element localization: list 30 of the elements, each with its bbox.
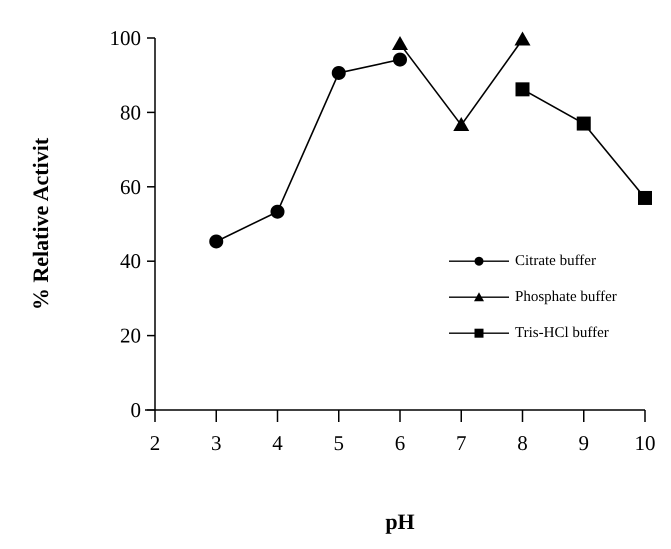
- x-tick-label: 7: [456, 431, 466, 455]
- y-tick-label: 60: [120, 174, 141, 199]
- legend-label: Phosphate buffer: [515, 289, 617, 306]
- y-tick-label: 40: [120, 249, 141, 274]
- point: [516, 82, 530, 96]
- point: [453, 117, 470, 132]
- point: [392, 36, 408, 50]
- x-tick-label: 4: [272, 431, 284, 455]
- x-tick-label: 3: [211, 431, 222, 455]
- point: [393, 52, 407, 67]
- legend-label: Tris-HCl buffer: [515, 325, 609, 342]
- y-tick-label: 100: [110, 26, 141, 50]
- x-axis-title: pH: [385, 509, 415, 534]
- x-tick-label: 5: [334, 431, 344, 455]
- x-tick-label: 9: [578, 431, 589, 455]
- point: [638, 190, 652, 205]
- point: [209, 234, 224, 248]
- y-tick-label: 80: [120, 100, 141, 124]
- point: [514, 31, 530, 46]
- y-axis-title: % Relative Activit: [28, 137, 53, 310]
- point: [332, 66, 346, 80]
- x-tick-label: 6: [394, 431, 406, 455]
- y-tick-label: 0: [130, 398, 141, 422]
- x-tick-label: 2: [150, 431, 160, 455]
- x-tick-label: 8: [517, 431, 528, 455]
- legend-label: Citrate buffer: [515, 253, 596, 270]
- point: [270, 204, 284, 219]
- x-tick-label: 10: [634, 431, 656, 455]
- y-tick-label: 20: [120, 324, 141, 348]
- point: [576, 116, 591, 131]
